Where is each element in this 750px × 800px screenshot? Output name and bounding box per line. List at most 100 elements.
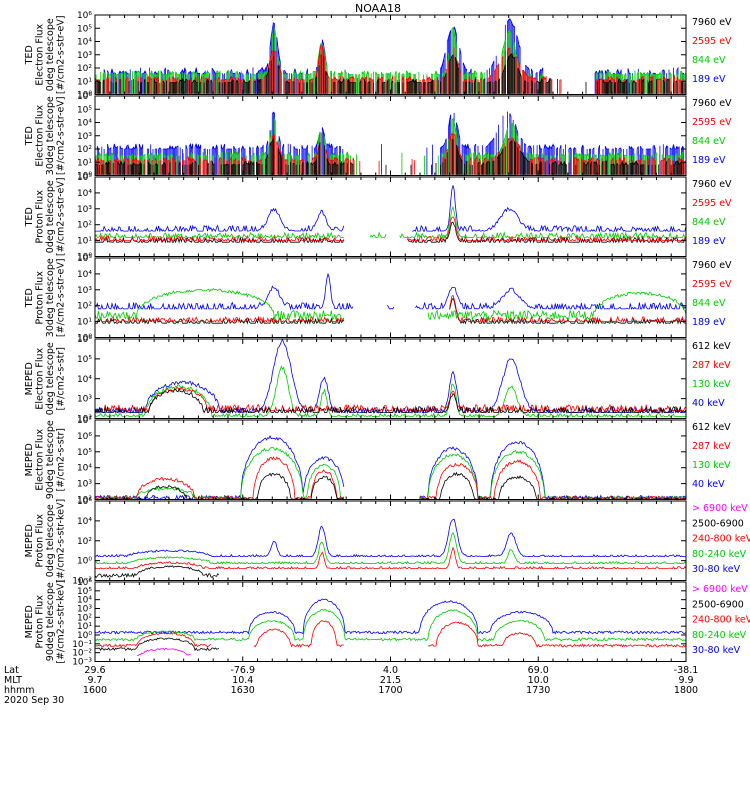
series-612-kev <box>94 387 687 415</box>
y-axis-label: Electron Flux <box>35 24 46 86</box>
y-tick-label: 10² <box>77 302 92 312</box>
y-tick-label: 10⁰ <box>77 172 92 182</box>
series-189-ev <box>94 272 687 311</box>
y-axis-label: 90deg telescope <box>45 582 56 661</box>
legend-entry: 30-80 keV <box>692 564 741 575</box>
plot-frame <box>94 257 687 338</box>
y-axis-label: TED <box>24 126 35 146</box>
series--6900-kev <box>137 647 191 657</box>
y-tick-label: 10⁷ <box>77 416 92 426</box>
y-axis-label: Proton Flux <box>35 514 46 568</box>
y-tick-label: 10³ <box>77 395 92 405</box>
legend-entry: 612 keV <box>692 422 731 433</box>
y-tick-label: 10⁴ <box>77 189 92 199</box>
y-tick-label: 10⁶ <box>77 578 92 588</box>
y-tick-label: 10⁴ <box>77 517 92 527</box>
footer-lat-value: -76.9 <box>230 665 255 676</box>
legend-entry: 2595 eV <box>692 117 732 128</box>
legend-entry: 612 keV <box>692 341 731 352</box>
legend-entry: 80-240 keV <box>692 549 747 560</box>
footer-hhmm-value: 1600 <box>83 685 107 696</box>
footer-lat-value: -38.1 <box>674 665 699 676</box>
y-axis-label: 90deg telescope <box>45 420 56 499</box>
legend-entry: 189 eV <box>692 317 726 328</box>
footer-row-label: MLT <box>4 675 22 686</box>
y-tick-label: 10⁶ <box>77 432 92 442</box>
legend-entry: 40 keV <box>692 398 725 409</box>
footer-row-label: Lat <box>4 665 19 676</box>
legend-entry: 189 eV <box>692 236 726 247</box>
y-tick-label: 10⁴ <box>77 375 92 385</box>
legend-entry: 189 eV <box>692 155 726 166</box>
panel-5: 10² 10³ 10⁴ 10⁵ 10⁶ MEPED Electron Flux 0deg te… <box>24 335 731 425</box>
panel-3: 10⁰ 10¹ 10² 10³ 10⁴ 10⁵ TED Proton Flux 0deg tel… <box>24 173 732 263</box>
plot-frame <box>94 581 687 662</box>
footer-mlt-value: 10.4 <box>232 675 253 686</box>
legend-entry: 844 eV <box>692 55 726 66</box>
legend-entry: 80-240 keV <box>692 630 747 641</box>
legend-entry: 240-800 keV <box>692 534 750 545</box>
panel-4: 10⁰ 10¹ 10² 10³ 10⁴ 10⁵ TED Proton Flux 30deg te… <box>24 254 732 344</box>
legend-entry: 287 keV <box>692 360 731 371</box>
y-tick-label: 10⁵ <box>77 105 92 115</box>
y-axis-label: Electron Flux <box>35 348 46 410</box>
plot-frame <box>94 176 687 257</box>
y-tick-label: 10⁶ <box>77 335 92 345</box>
y-tick-label: 10⁴ <box>77 38 92 48</box>
footer-lat-value: 29.6 <box>84 665 105 676</box>
legend-entry: 7960 eV <box>692 17 732 28</box>
legend-entry: 40 keV <box>692 479 725 490</box>
y-axis-label: TED <box>24 207 35 227</box>
series-2500-6900 <box>94 565 220 579</box>
series-2595-ev <box>95 294 687 324</box>
y-axis-label: MEPED <box>24 605 35 638</box>
series-80-240-kev <box>94 609 687 642</box>
panel-6: 10² 10³ 10⁴ 10⁵ 10⁶ 10⁷ MEPED Electron Flux 90de… <box>24 416 731 506</box>
series-30-80-kev <box>94 598 687 635</box>
y-tick-label: 10² <box>77 613 92 623</box>
legend-entry: 844 eV <box>692 298 726 309</box>
y-axis-label: MEPED <box>24 443 35 476</box>
series-40-kev <box>95 435 687 501</box>
y-tick-label: 10¹ <box>77 158 92 168</box>
series-40-kev <box>94 338 687 415</box>
legend-entry: 130 keV <box>692 460 731 471</box>
footer-row-label: hhmm <box>4 685 35 696</box>
series-130-kev <box>94 446 687 501</box>
legend-entry: 7960 eV <box>692 179 732 190</box>
footer-hhmm-value: 1700 <box>378 685 402 696</box>
legend-entry: > 6900 keV <box>692 503 748 514</box>
y-tick-label: 10⁻² <box>72 649 92 659</box>
y-axis-label: Proton Flux <box>35 271 46 325</box>
y-tick-label: 10⁻¹ <box>72 640 92 650</box>
y-tick-label: 10³ <box>77 605 92 615</box>
y-tick-label: 10⁵ <box>77 173 92 183</box>
y-axis-label: Electron Flux <box>35 105 46 167</box>
y-tick-label: 10⁵ <box>77 587 92 597</box>
y-tick-label: 10⁴ <box>77 119 92 129</box>
series-189-ev <box>95 185 687 233</box>
legend-entry: 2595 eV <box>692 198 732 209</box>
footer-lat-value: 69.0 <box>528 665 549 676</box>
y-tick-label: 10³ <box>77 480 92 490</box>
series-240-800-kev <box>94 620 687 648</box>
y-axis-label: [#/cm2-s-str] <box>56 428 67 491</box>
y-tick-label: 10⁻³ <box>72 658 92 668</box>
legend-entry: 7960 eV <box>692 98 732 109</box>
y-axis-label: MEPED <box>24 362 35 395</box>
legend-entry: 240-800 keV <box>692 615 750 626</box>
series-7960-ev <box>95 221 687 244</box>
series-844-ev <box>94 287 687 322</box>
footer-hhmm-value: 1730 <box>526 685 550 696</box>
legend-entry: > 6900 keV <box>692 584 748 595</box>
y-tick-label: 10⁶ <box>77 497 92 507</box>
y-axis-label: MEPED <box>24 524 35 557</box>
y-tick-label: 10¹ <box>77 318 92 328</box>
y-tick-label: 10¹ <box>77 237 92 247</box>
y-axis-label: TED <box>24 45 35 65</box>
footer-lat-value: 4.0 <box>383 665 398 676</box>
figure-title: NOAA18 <box>355 2 401 15</box>
